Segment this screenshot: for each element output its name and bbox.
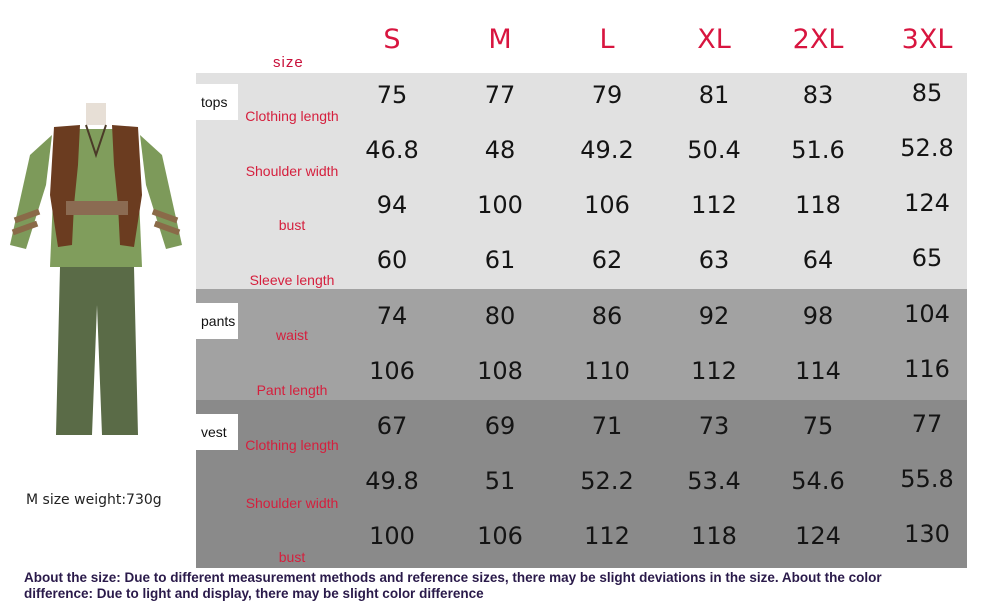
table-cell: 106: [477, 522, 523, 550]
size-col-2xl: 2XL: [792, 24, 844, 55]
table-cell: 52.8: [900, 134, 954, 162]
table-cell: 118: [795, 191, 841, 219]
vest-right: [112, 125, 142, 247]
table-cell: 71: [591, 412, 623, 440]
table-cell: 81: [698, 81, 730, 109]
table-cell: 46.8: [365, 136, 419, 164]
product-image: [10, 103, 182, 435]
table-cell: 63: [698, 246, 730, 274]
row-label: Pant length: [256, 382, 328, 398]
size-header-label: size: [273, 54, 304, 71]
table-cell: 49.2: [580, 136, 634, 164]
group-tag-pants: pants: [196, 303, 238, 339]
table-cell: 80: [484, 302, 516, 330]
table-cell: 100: [477, 191, 523, 219]
table-cell: 69: [484, 412, 516, 440]
table-cell: 64: [802, 246, 834, 274]
right-sleeve-stripe: [151, 208, 179, 224]
row-label: waist: [276, 327, 308, 343]
row-label: Shoulder width: [245, 495, 339, 511]
table-cell: 94: [376, 191, 408, 219]
table-cell: 62: [591, 246, 623, 274]
table-cell: 67: [376, 412, 408, 440]
table-cell: 104: [904, 300, 950, 328]
table-cell: 106: [584, 191, 630, 219]
belt: [66, 201, 128, 215]
table-cell: 106: [369, 357, 415, 385]
table-cell: 114: [795, 357, 841, 385]
pants-section: [196, 289, 967, 400]
row-label: Sleeve length: [249, 272, 335, 288]
table-cell: 55.8: [900, 465, 954, 493]
size-col-xl: XL: [697, 24, 731, 55]
table-cell: 79: [591, 81, 623, 109]
table-cell: 73: [698, 412, 730, 440]
size-col-l: L: [599, 24, 615, 55]
table-cell: 108: [477, 357, 523, 385]
right-sleeve-stripe-2: [153, 220, 181, 236]
table-cell: 60: [376, 246, 408, 274]
tops-section: [196, 73, 967, 289]
table-cell: 92: [698, 302, 730, 330]
table-cell: 51.6: [791, 136, 845, 164]
row-label: bust: [278, 217, 306, 233]
table-cell: 74: [376, 302, 408, 330]
table-cell: 75: [802, 412, 834, 440]
left-sleeve-stripe-2: [11, 220, 39, 236]
table-cell: 50.4: [687, 136, 741, 164]
table-cell: 110: [584, 357, 630, 385]
table-cell: 112: [584, 522, 630, 550]
table-cell: 49.8: [365, 467, 419, 495]
weight-note: M size weight:730g: [26, 492, 162, 508]
table-cell: 124: [904, 189, 950, 217]
table-cell: 124: [795, 522, 841, 550]
table-cell: 112: [691, 357, 737, 385]
group-tag-tops: tops: [196, 84, 238, 120]
table-cell: 100: [369, 522, 415, 550]
mannequin-neck: [86, 103, 106, 125]
table-cell: 118: [691, 522, 737, 550]
row-label: bust: [278, 549, 306, 565]
table-cell: 85: [911, 79, 943, 107]
vest-left: [50, 125, 80, 247]
table-cell: 116: [904, 355, 950, 383]
left-sleeve-stripe: [13, 208, 41, 224]
table-cell: 51: [484, 467, 516, 495]
table-cell: 65: [911, 244, 943, 272]
size-disclaimer: About the size: Due to different measure…: [24, 570, 882, 601]
table-cell: 77: [911, 410, 943, 438]
row-label: Clothing length: [245, 437, 339, 453]
table-cell: 130: [904, 520, 950, 548]
table-cell: 54.6: [791, 467, 845, 495]
table-cell: 48: [484, 136, 516, 164]
table-cell: 86: [591, 302, 623, 330]
size-col-s: S: [383, 24, 401, 55]
row-label: Shoulder width: [245, 163, 339, 179]
group-tag-vest: vest: [196, 414, 238, 450]
size-col-m: M: [488, 24, 512, 55]
trousers: [56, 267, 138, 435]
table-cell: 83: [802, 81, 834, 109]
size-col-3xl: 3XL: [901, 24, 953, 55]
table-cell: 61: [484, 246, 516, 274]
collar: [85, 124, 107, 159]
table-cell: 77: [484, 81, 516, 109]
table-cell: 75: [376, 81, 408, 109]
table-cell: 112: [691, 191, 737, 219]
table-cell: 53.4: [687, 467, 741, 495]
table-cell: 98: [802, 302, 834, 330]
vest-section: [196, 400, 967, 568]
row-label: Clothing length: [245, 108, 339, 124]
table-cell: 52.2: [580, 467, 634, 495]
